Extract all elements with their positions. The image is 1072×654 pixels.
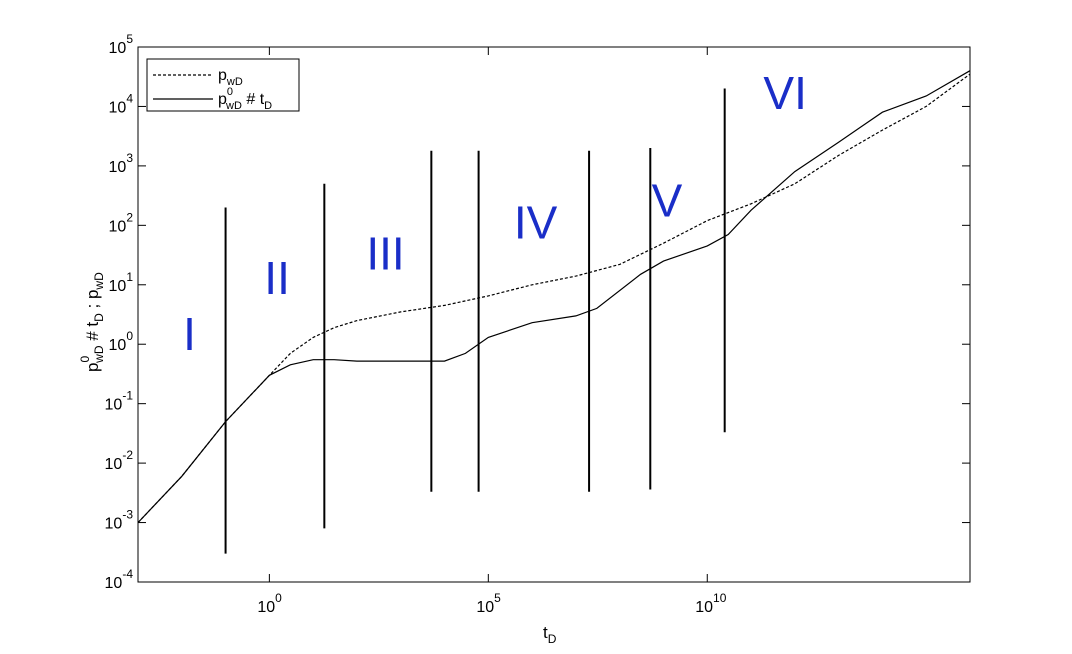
x-tick-base: 10 <box>257 599 275 616</box>
x-tick-exp: 5 <box>494 591 501 605</box>
y-tick-base: 10 <box>109 159 127 176</box>
legend-suffix-sub: D <box>264 100 272 112</box>
y-label-semicolon-p: ; p <box>83 290 102 314</box>
y-tick-exp: 1 <box>126 270 133 284</box>
region-label-II: II <box>264 252 290 304</box>
region-label-V: V <box>652 175 683 227</box>
y-tick-exp: 4 <box>126 91 133 105</box>
y-tick-exp: -2 <box>122 448 133 462</box>
legend-sup: 0 <box>227 86 233 98</box>
y-tick-base: 10 <box>105 516 123 533</box>
y-tick-base: 10 <box>105 397 123 414</box>
legend-entry-1: p0 wD # tD <box>218 86 272 112</box>
series-layer <box>137 70 971 524</box>
y-tick-base: 10 <box>109 99 127 116</box>
legend-base: p <box>218 67 227 84</box>
legend-suffix: # t <box>242 91 265 108</box>
y-tick-base: 10 <box>109 337 127 354</box>
x-tick-base: 10 <box>476 599 494 616</box>
series-line-dashed <box>137 73 971 524</box>
region-label-IV: IV <box>514 197 558 249</box>
y-tick-exp: 5 <box>126 32 133 46</box>
y-tick-base: 10 <box>109 278 127 295</box>
legend-box <box>146 58 300 112</box>
y-tick-label-2: 10-2 <box>105 448 134 473</box>
x-tick-exp: 10 <box>713 591 727 605</box>
y-tick-base: 10 <box>109 40 127 57</box>
y-tick-label-0: 10-4 <box>105 567 134 592</box>
x-axis-label: tD <box>543 623 557 646</box>
legend-sub: wD <box>226 76 243 88</box>
y-tick-exp: 0 <box>126 329 133 343</box>
y-tick-base: 10 <box>105 575 123 592</box>
y-tick-label-9: 105 <box>109 32 134 57</box>
y-tick-label-1: 10-3 <box>105 508 134 533</box>
tick-layer: 100105101010-410-310-210-110010110210310… <box>105 32 970 616</box>
region-label-III: III <box>366 228 404 280</box>
series-line-solid <box>137 70 971 524</box>
y-tick-label-5: 101 <box>109 270 134 295</box>
y-tick-exp: 3 <box>126 151 133 165</box>
y-label-p: p <box>83 363 102 372</box>
y-axis-label: p0wD # tD ; pwD <box>78 272 106 372</box>
y-label-hash-t: # t <box>83 322 102 346</box>
x-axis-label-main: t <box>543 623 548 642</box>
x-tick-label-2: 1010 <box>695 591 726 616</box>
y-tick-label-7: 103 <box>109 151 134 176</box>
region-label-I: I <box>183 308 196 360</box>
y-tick-label-4: 100 <box>109 329 134 354</box>
x-axis-label-sub: D <box>548 632 557 646</box>
legend-entry-0: pwD <box>218 67 243 88</box>
region-label-VI: VI <box>763 67 806 119</box>
vertical-lines-layer <box>224 88 726 554</box>
y-label-sub: wD <box>92 345 106 364</box>
y-tick-exp: 2 <box>126 210 133 224</box>
y-tick-label-3: 10-1 <box>105 389 134 414</box>
legend-base: p <box>218 91 227 108</box>
y-tick-label-6: 102 <box>109 210 134 235</box>
x-tick-label-1: 105 <box>476 591 501 616</box>
plot-frame <box>137 46 971 583</box>
y-label-sub-wd: wD <box>92 272 106 291</box>
y-tick-label-8: 104 <box>109 91 134 116</box>
y-tick-base: 10 <box>109 218 127 235</box>
x-tick-label-0: 100 <box>257 591 282 616</box>
y-tick-exp: -4 <box>122 567 133 581</box>
y-tick-base: 10 <box>105 456 123 473</box>
y-label-sub-d: D <box>92 313 106 322</box>
y-label-sup: 0 <box>78 356 92 363</box>
x-tick-exp: 0 <box>275 591 282 605</box>
x-tick-base: 10 <box>695 599 713 616</box>
y-tick-exp: -3 <box>122 508 133 522</box>
y-tick-exp: -1 <box>122 389 133 403</box>
legend-sub: wD <box>225 100 242 112</box>
